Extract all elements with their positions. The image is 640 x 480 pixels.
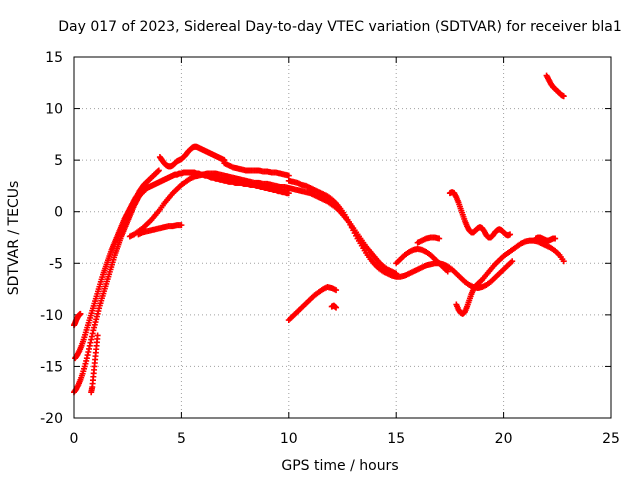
data-point <box>507 231 514 238</box>
y-tick-label: 10 <box>45 102 63 118</box>
x-tick-label: 5 <box>177 431 186 447</box>
data-point <box>552 235 559 242</box>
x-tick-label: 20 <box>495 431 513 447</box>
y-tick-label: -15 <box>40 359 63 375</box>
data-points <box>71 72 567 396</box>
x-tick-label: 15 <box>387 431 405 447</box>
y-tick-label: -20 <box>40 411 63 427</box>
y-tick-label: 15 <box>45 50 63 66</box>
data-point <box>285 172 292 179</box>
data-point <box>333 287 340 294</box>
x-tick-label: 10 <box>280 431 298 447</box>
data-point <box>155 167 162 174</box>
plot-frame <box>73 56 612 419</box>
x-tick-labels: 0 5 10 15 20 25 <box>70 431 620 447</box>
data-point <box>560 93 567 100</box>
data-point <box>560 258 567 265</box>
y-tick-label: -5 <box>49 256 63 272</box>
y-tick-label: 0 <box>54 205 63 221</box>
y-tick-label: 5 <box>54 153 63 169</box>
data-point <box>94 332 101 339</box>
data-point <box>178 222 185 229</box>
y-tick-label: -10 <box>40 308 63 324</box>
chart-title: Day 017 of 2023, Sidereal Day-to-day VTE… <box>58 19 621 35</box>
data-point <box>285 190 292 197</box>
data-point <box>444 268 451 275</box>
data-point <box>77 310 84 317</box>
y-tick-labels: -20 -15 -10 -5 0 5 10 15 <box>40 50 63 427</box>
data-point <box>333 304 340 311</box>
x-axis-label: GPS time / hours <box>281 458 398 474</box>
data-point <box>509 258 516 265</box>
x-tick-label: 25 <box>602 431 620 447</box>
data-point <box>436 235 443 242</box>
y-axis-label: SDTVAR / TECUs <box>6 181 22 296</box>
x-tick-label: 0 <box>70 431 79 447</box>
